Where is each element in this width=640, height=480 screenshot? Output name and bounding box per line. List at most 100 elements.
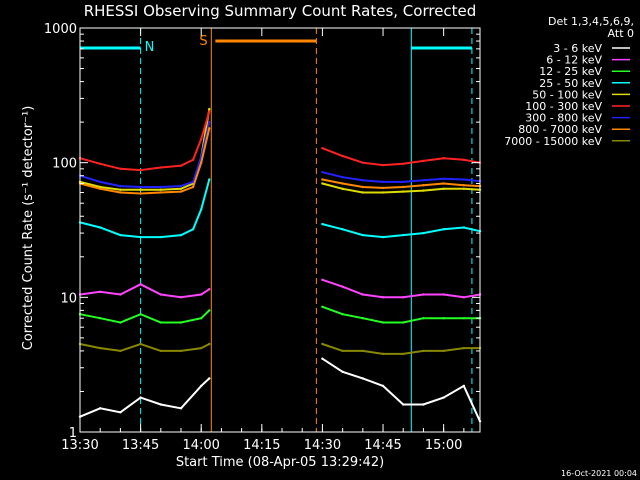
series-line: [79, 377, 210, 418]
data-point: [422, 159, 425, 163]
data-point: [321, 147, 324, 150]
x-axis-label: Start Time (08-Apr-05 13:29:42): [176, 455, 384, 470]
data-point: [139, 188, 142, 191]
data-point: [99, 162, 102, 165]
series-2: [78, 305, 482, 324]
data-point: [361, 317, 364, 320]
data-point: [361, 185, 364, 189]
data-point: [119, 188, 122, 191]
data-point: [208, 107, 211, 111]
series-8: [78, 342, 482, 356]
data-point: [191, 158, 195, 161]
data-point: [341, 176, 344, 179]
data-point: [422, 403, 425, 406]
data-point: [139, 168, 142, 172]
series-6: [78, 120, 482, 189]
data-point: [119, 233, 122, 237]
series-line: [79, 309, 210, 324]
data-point: [321, 171, 324, 174]
data-point: [208, 110, 211, 113]
legend-entry-label: 6 - 12 keV: [546, 54, 602, 67]
x-tick-label: 13:30: [61, 438, 98, 453]
data-point: [208, 377, 211, 380]
data-point: [139, 313, 142, 316]
data-point: [99, 187, 102, 190]
data-point: [422, 231, 425, 235]
series-7: [78, 127, 482, 195]
data-point: [179, 349, 183, 353]
data-point: [381, 235, 385, 239]
data-point: [361, 293, 364, 296]
data-point: [159, 293, 162, 296]
data-point: [179, 321, 183, 324]
data-point: [179, 296, 183, 299]
data-point: [159, 188, 162, 191]
x-tick-label: 13:45: [122, 438, 159, 453]
data-point: [402, 321, 405, 324]
data-point: [402, 233, 405, 237]
data-point: [422, 293, 425, 296]
y-axis-label: Corrected Count Rate (s⁻¹ detector⁻¹): [21, 106, 36, 351]
data-point: [341, 285, 344, 288]
data-point: [381, 321, 385, 324]
data-point: [422, 179, 425, 182]
data-point: [200, 384, 203, 388]
x-tick-label: 14:30: [304, 438, 341, 453]
data-point: [159, 191, 162, 194]
data-point: [341, 313, 344, 316]
data-point: [99, 180, 102, 184]
data-point: [200, 293, 203, 296]
night-marker-label: N: [145, 40, 155, 55]
data-point: [422, 189, 425, 192]
data-point: [462, 187, 465, 190]
series-3: [78, 178, 482, 239]
data-point: [402, 185, 405, 189]
data-point: [361, 191, 364, 194]
data-point: [179, 233, 183, 237]
data-point: [321, 278, 324, 281]
data-point: [119, 321, 122, 324]
data-point: [119, 349, 122, 353]
data-point: [159, 235, 162, 239]
data-point: [462, 158, 465, 161]
data-point: [99, 407, 102, 410]
data-point: [208, 178, 211, 181]
data-point: [402, 190, 405, 193]
data-point: [179, 190, 183, 193]
legend-entry-label: 300 - 800 keV: [525, 112, 602, 125]
data-point: [200, 161, 203, 164]
saa-marker-label: S: [199, 34, 207, 49]
data-point: [139, 283, 142, 286]
y-tick-label: 10: [60, 291, 77, 306]
data-point: [341, 228, 344, 231]
data-point: [361, 377, 364, 380]
data-point: [119, 184, 122, 188]
data-point: [442, 157, 445, 160]
data-point: [99, 226, 102, 229]
series-1: [78, 278, 482, 299]
data-point: [191, 185, 195, 189]
data-series-layer: [78, 107, 482, 423]
chart-title: RHESSI Observing Summary Count Rates, Co…: [84, 2, 477, 20]
x-tick-label: 14:45: [364, 438, 401, 453]
data-point: [99, 317, 102, 320]
data-point: [200, 317, 203, 320]
data-point: [208, 120, 211, 124]
data-point: [179, 407, 183, 410]
data-point: [99, 346, 102, 350]
data-point: [139, 342, 142, 346]
data-point: [159, 349, 162, 353]
data-point: [442, 349, 445, 353]
data-point: [139, 396, 142, 399]
data-point: [381, 352, 385, 356]
x-tick-label: 14:00: [182, 438, 219, 453]
data-point: [381, 180, 385, 184]
data-point: [462, 317, 465, 320]
data-point: [341, 349, 344, 353]
data-point: [341, 182, 344, 185]
data-point: [99, 185, 102, 189]
data-point: [462, 226, 465, 229]
